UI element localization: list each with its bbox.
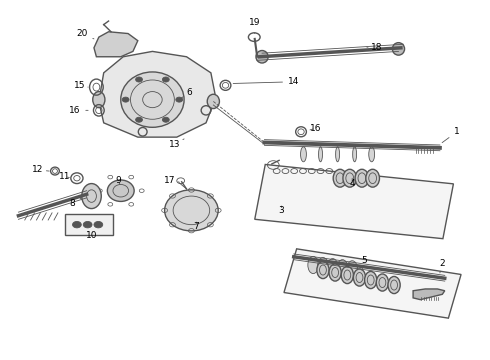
Text: 16: 16 <box>310 124 321 133</box>
Ellipse shape <box>341 266 353 284</box>
Polygon shape <box>255 165 453 239</box>
Ellipse shape <box>93 91 105 108</box>
Ellipse shape <box>353 147 357 162</box>
Circle shape <box>122 97 129 102</box>
Ellipse shape <box>369 147 374 162</box>
Ellipse shape <box>388 276 400 294</box>
Text: 13: 13 <box>169 139 184 149</box>
Circle shape <box>162 117 169 122</box>
Ellipse shape <box>392 42 405 55</box>
Text: 19: 19 <box>249 18 261 33</box>
Text: 18: 18 <box>367 43 382 52</box>
Ellipse shape <box>336 147 340 162</box>
Text: 20: 20 <box>76 29 94 39</box>
Polygon shape <box>413 289 445 300</box>
Text: 1: 1 <box>442 127 460 143</box>
Ellipse shape <box>329 264 341 281</box>
Ellipse shape <box>300 147 306 162</box>
Ellipse shape <box>318 147 322 162</box>
Bar <box>65 214 114 235</box>
Ellipse shape <box>207 94 220 109</box>
Circle shape <box>136 117 143 122</box>
Circle shape <box>94 221 103 228</box>
Ellipse shape <box>317 261 329 279</box>
Ellipse shape <box>353 269 366 286</box>
Ellipse shape <box>347 261 358 278</box>
Text: 3: 3 <box>279 206 284 215</box>
Ellipse shape <box>318 257 328 275</box>
Text: 4: 4 <box>349 178 355 188</box>
Text: 8: 8 <box>69 198 82 208</box>
Ellipse shape <box>308 256 319 274</box>
Ellipse shape <box>82 184 101 208</box>
Circle shape <box>176 97 183 102</box>
Text: 11: 11 <box>59 172 71 181</box>
Circle shape <box>73 221 81 228</box>
Ellipse shape <box>107 180 134 202</box>
Ellipse shape <box>333 169 347 187</box>
Ellipse shape <box>337 260 348 277</box>
Text: 7: 7 <box>194 222 199 231</box>
Text: 15: 15 <box>74 81 88 90</box>
Ellipse shape <box>365 271 377 289</box>
Polygon shape <box>284 249 461 318</box>
Ellipse shape <box>327 258 338 276</box>
Ellipse shape <box>376 274 389 291</box>
Ellipse shape <box>343 169 357 187</box>
Ellipse shape <box>165 190 218 231</box>
Text: 2: 2 <box>440 260 445 273</box>
Text: 12: 12 <box>32 166 49 175</box>
Circle shape <box>83 221 92 228</box>
Text: 14: 14 <box>233 77 299 86</box>
Circle shape <box>136 77 143 82</box>
Ellipse shape <box>355 169 369 187</box>
Ellipse shape <box>256 50 268 63</box>
Polygon shape <box>99 51 216 137</box>
Text: 10: 10 <box>86 231 98 240</box>
Text: 6: 6 <box>182 88 192 98</box>
Text: 9: 9 <box>116 176 121 185</box>
Text: 16: 16 <box>69 106 88 115</box>
Text: 17: 17 <box>164 176 179 185</box>
Circle shape <box>162 77 169 82</box>
Ellipse shape <box>366 169 379 187</box>
Polygon shape <box>94 32 138 57</box>
Text: 5: 5 <box>362 256 367 270</box>
Ellipse shape <box>121 72 184 127</box>
